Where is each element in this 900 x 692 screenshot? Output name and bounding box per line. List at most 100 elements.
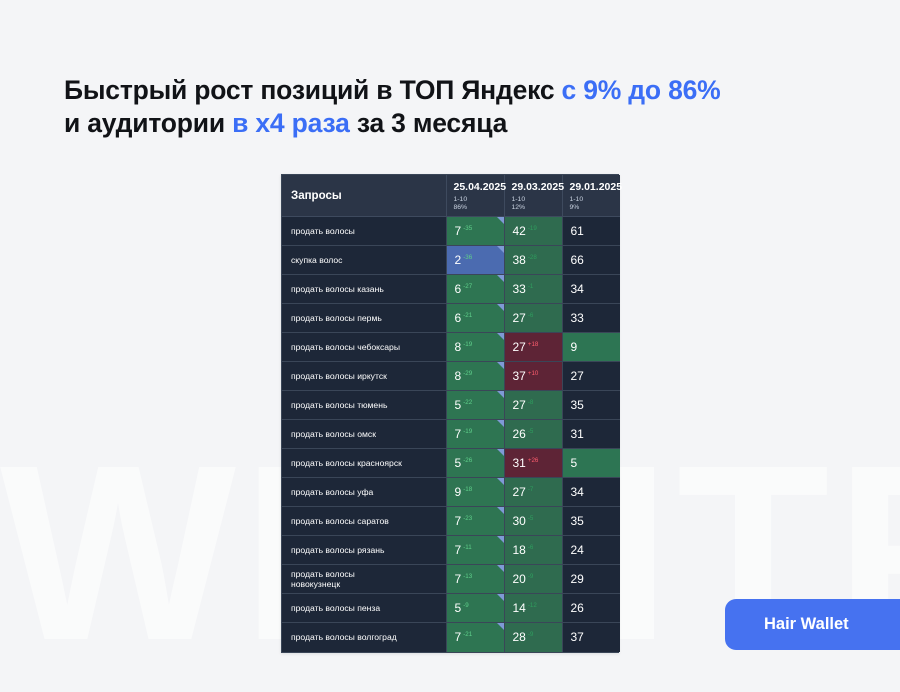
position-delta: +10 <box>527 370 539 378</box>
table-body: продать волосы 7 -35 42 -19 61 скупка волос 2 -3… <box>282 216 620 652</box>
position-value: 27 <box>512 340 526 355</box>
position-delta: -1 <box>527 283 534 291</box>
position-cell-2: 20 -9 <box>504 564 563 595</box>
column-header-date-2[interactable]: 29.03.2025 1-10 12% <box>504 175 564 218</box>
position-delta: -19 <box>527 225 537 233</box>
position-value: 26 <box>570 601 584 616</box>
query-cell: продать волосы новокузнецк <box>282 564 447 595</box>
position-value: 37 <box>512 369 526 384</box>
position-value: 5 <box>454 601 462 616</box>
page-title: Быстрый рост позиций в ТОП Яндекс с 9% д… <box>64 74 864 140</box>
position-value: 7 <box>454 572 462 587</box>
position-cell-3: 34 <box>562 477 620 508</box>
table-row[interactable]: продать волосы казань 6 -27 33 -1 34 <box>282 274 620 305</box>
position-value: 6 <box>454 282 462 297</box>
table-row[interactable]: продать волосы пенза 5 -9 14 -12 26 <box>282 593 620 624</box>
table-row[interactable]: продать волосы омск 7 -19 26 -5 31 <box>282 419 620 450</box>
cell-corner-marker-icon <box>496 304 504 312</box>
position-cell-1: 8 -29 <box>446 361 505 392</box>
position-value: 28 <box>512 630 526 645</box>
position-value: 33 <box>512 282 526 297</box>
table-row[interactable]: скупка волос 2 -36 38 -28 66 <box>282 245 620 276</box>
position-cell-3: 31 <box>562 419 620 450</box>
cell-corner-marker-icon <box>496 420 504 428</box>
query-cell: продать волосы казань <box>282 274 447 305</box>
position-cell-2: 42 -19 <box>504 216 563 247</box>
table-row[interactable]: продать волосы новокузнецк 7 -13 20 -9 29 <box>282 564 620 595</box>
position-delta: -13 <box>463 573 473 581</box>
table-row[interactable]: продать волосы иркутск 8 -29 37 +10 27 <box>282 361 620 392</box>
table-row[interactable]: продать волосы саратов 7 -23 30 -5 35 <box>282 506 620 537</box>
table-row[interactable]: продать волосы уфа 9 -18 27 -7 34 <box>282 477 620 508</box>
position-value: 20 <box>512 572 526 587</box>
column-header-date-3-label: 29.01.2025 <box>569 181 623 193</box>
position-delta: -19 <box>463 341 473 349</box>
column-header-queries[interactable]: Запросы <box>282 175 447 218</box>
cell-corner-marker-icon <box>496 333 504 341</box>
position-cell-2: 31 +26 <box>504 448 563 479</box>
hair-wallet-button[interactable]: Hair Wallet <box>725 599 900 650</box>
position-value: 66 <box>570 253 584 268</box>
column-header-date-1[interactable]: 25.04.2025 1-10 86% <box>446 175 507 218</box>
column-header-date-1-label: 25.04.2025 <box>453 181 507 193</box>
table-row[interactable]: продать волосы рязань 7 -11 18 -6 24 <box>282 535 620 566</box>
position-delta: +18 <box>527 341 539 349</box>
position-delta: -12 <box>527 602 537 610</box>
position-cell-1: 5 -22 <box>446 390 505 421</box>
position-value: 34 <box>570 282 584 297</box>
position-value: 26 <box>512 427 526 442</box>
position-delta: -6 <box>527 312 534 320</box>
position-value: 27 <box>512 311 526 326</box>
query-cell: продать волосы уфа <box>282 477 447 508</box>
column-header-date-2-sub: 1-10 12% <box>512 196 555 211</box>
position-value: 31 <box>512 456 526 471</box>
position-cell-3: 29 <box>562 564 620 595</box>
position-cell-2: 28 -9 <box>504 622 563 652</box>
cell-corner-marker-icon <box>496 623 504 631</box>
table-row[interactable]: продать волосы чебоксары 8 -19 27 +18 9 <box>282 332 620 363</box>
range-label-3: 1-10 <box>569 196 584 203</box>
position-cell-1: 7 -23 <box>446 506 505 537</box>
cell-corner-marker-icon <box>496 275 504 283</box>
query-cell: продать волосы омск <box>282 419 447 450</box>
table-row[interactable]: продать волосы волгоград 7 -21 28 -9 37 <box>282 622 620 652</box>
pct-label-1: 86% <box>453 203 468 211</box>
position-cell-1: 7 -19 <box>446 419 505 450</box>
position-cell-3: 33 <box>562 303 620 334</box>
table-row[interactable]: продать волосы красноярск 5 -26 31 +26 5 <box>282 448 620 479</box>
table-row[interactable]: продать волосы 7 -35 42 -19 61 <box>282 216 620 247</box>
position-value: 35 <box>570 514 584 529</box>
pct-label-2: 12% <box>511 203 526 211</box>
position-value: 30 <box>512 514 526 529</box>
table-row[interactable]: продать волосы тюмень 5 -22 27 -8 35 <box>282 390 620 421</box>
position-value: 7 <box>454 224 462 239</box>
title-line-1-highlight: с 9% до 86% <box>561 75 721 105</box>
position-cell-2: 27 +18 <box>504 332 563 363</box>
position-value: 33 <box>570 311 584 326</box>
position-cell-3: 66 <box>562 245 620 276</box>
query-cell: продать волосы тюмень <box>282 390 447 421</box>
range-label-2: 1-10 <box>511 196 526 203</box>
position-cell-1: 8 -19 <box>446 332 505 363</box>
cell-corner-marker-icon <box>496 478 504 486</box>
position-cell-1: 2 -36 <box>446 245 505 276</box>
position-delta: -22 <box>463 399 473 407</box>
position-cell-2: 14 -12 <box>504 593 563 624</box>
title-line-1-text: Быстрый рост позиций в ТОП Яндекс <box>64 75 562 105</box>
position-delta: -9 <box>527 573 534 581</box>
position-cell-2: 38 -28 <box>504 245 563 276</box>
table-row[interactable]: продать волосы пермь 6 -21 27 -6 33 <box>282 303 620 334</box>
title-line-2-tail: за 3 месяца <box>349 108 508 138</box>
position-value: 7 <box>454 630 462 645</box>
position-cell-1: 6 -27 <box>446 274 505 305</box>
column-header-date-3[interactable]: 29.01.2025 1-10 9% <box>562 175 623 218</box>
position-value: 5 <box>454 398 462 413</box>
position-value: 7 <box>454 427 462 442</box>
cell-corner-marker-icon <box>496 217 504 225</box>
position-value: 61 <box>570 224 584 239</box>
position-value: 7 <box>454 514 462 529</box>
cell-corner-marker-icon <box>496 594 504 602</box>
cell-corner-marker-icon <box>496 536 504 544</box>
position-delta: -29 <box>463 370 473 378</box>
position-cell-2: 30 -5 <box>504 506 563 537</box>
